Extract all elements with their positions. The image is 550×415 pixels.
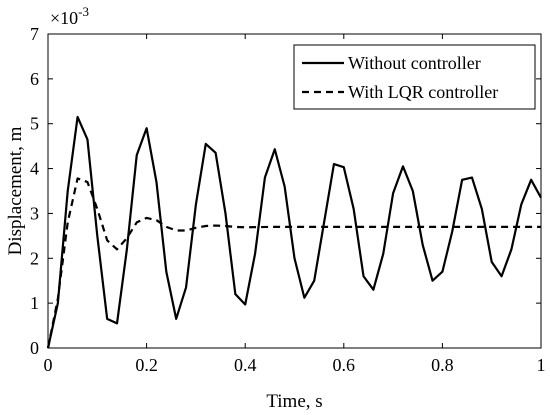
y-tick-label: 6 <box>30 69 39 89</box>
x-tick-label: 0.2 <box>135 355 158 375</box>
y-axis-label: Displacement, m <box>5 126 26 255</box>
y-tick-label: 2 <box>30 248 39 268</box>
series-layer <box>46 115 542 349</box>
x-tick-label: 0.8 <box>431 355 454 375</box>
plot-area <box>47 33 542 349</box>
y-tick-label: 7 <box>30 24 39 44</box>
ticks-layer: 0 0.2 0.4 0.6 0.8 1 0 1 2 3 4 5 6 7 <box>30 24 546 375</box>
x-tick-label: 0 <box>44 355 53 375</box>
y-tick-label: 4 <box>30 159 39 179</box>
y-tick-label: 5 <box>30 114 39 134</box>
y-axis-scale-label: ×10-3 <box>50 4 89 28</box>
legend-box <box>293 44 536 110</box>
x-tick-label: 1 <box>537 355 546 375</box>
y-tick-label: 0 <box>30 338 39 358</box>
legend-label-with-lqr-controller: With LQR controller <box>348 82 498 102</box>
y-tick-label: 3 <box>30 203 39 223</box>
y-axis-scale-exponent: -3 <box>78 4 89 19</box>
plot-frame <box>47 33 542 349</box>
labels-layer: Time, s Displacement, m ×10-3 <box>5 4 323 412</box>
x-tick-label: 0.6 <box>333 355 356 375</box>
y-axis-scale-base: ×10 <box>50 8 78 28</box>
series-line-with-lqr-controller <box>46 177 541 349</box>
y-tick-label: 1 <box>30 293 39 313</box>
legend: Without controller With LQR controller <box>293 44 536 110</box>
legend-label-without-controller: Without controller <box>348 53 481 73</box>
x-tick-label: 0.4 <box>234 355 257 375</box>
x-axis-label: Time, s <box>266 391 322 412</box>
series-line-without-controller <box>46 115 542 349</box>
